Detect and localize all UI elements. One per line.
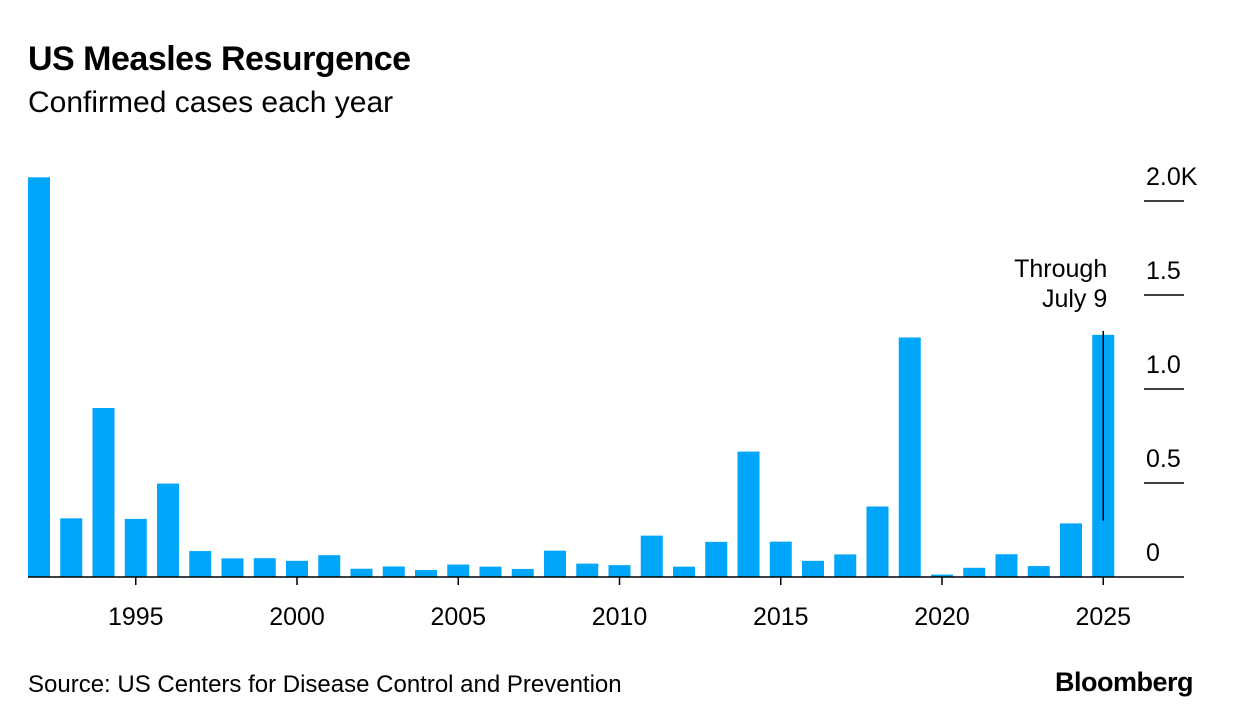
bar-2021 bbox=[963, 567, 986, 577]
x-tick-label: 2020 bbox=[914, 603, 970, 631]
bar-2012 bbox=[673, 566, 695, 577]
bar-2008 bbox=[544, 550, 566, 577]
y-tick-label: 1.5 bbox=[1146, 257, 1181, 285]
x-tick-label: 2010 bbox=[592, 603, 648, 631]
bloomberg-logo: Bloomberg bbox=[1054, 667, 1194, 697]
x-axis: 1995 2000 2005 2010 2015 2020 2025 bbox=[28, 576, 1184, 631]
bar-1994 bbox=[92, 407, 115, 577]
bar-2020 bbox=[931, 574, 953, 577]
bar-2000 bbox=[286, 560, 308, 577]
bar-2019 bbox=[898, 337, 921, 577]
bar-2018 bbox=[866, 506, 889, 577]
y-tick-label: 1.0 bbox=[1146, 351, 1181, 379]
bar-1996 bbox=[157, 483, 179, 577]
annotation-text: Through bbox=[1014, 255, 1107, 283]
y-axis: 0 0.5 1.0 1.5 2.0K bbox=[1144, 163, 1198, 567]
bar-2022 bbox=[995, 554, 1018, 577]
bar-2006 bbox=[479, 566, 502, 577]
bar-2009 bbox=[576, 563, 599, 577]
y-tick-label: 0 bbox=[1146, 539, 1160, 567]
source-note: Source: US Centers for Disease Control a… bbox=[28, 671, 622, 698]
chart-title: US Measles Resurgence bbox=[28, 40, 411, 78]
y-tick-label: 0.5 bbox=[1146, 445, 1181, 473]
bar-2024 bbox=[1060, 523, 1082, 577]
bar-2007 bbox=[511, 568, 534, 577]
bar-2004 bbox=[415, 570, 437, 577]
bar-2002 bbox=[350, 568, 373, 577]
bar-1992 bbox=[28, 177, 50, 577]
bar-2011 bbox=[640, 535, 663, 577]
bar-2016 bbox=[802, 560, 824, 577]
bar-2015 bbox=[769, 541, 792, 577]
x-tick-label: 1995 bbox=[108, 603, 164, 631]
annotation-text: July 9 bbox=[1042, 285, 1107, 313]
y-tick-label: 2.0K bbox=[1146, 163, 1198, 191]
bar-2001 bbox=[318, 555, 341, 577]
bar-2003 bbox=[382, 566, 405, 577]
bar-1997 bbox=[189, 551, 212, 577]
bars-layer bbox=[28, 177, 1115, 577]
bar-1999 bbox=[253, 558, 276, 577]
bar-2017 bbox=[834, 554, 857, 577]
bar-1993 bbox=[60, 518, 83, 577]
x-tick-label: 2015 bbox=[753, 603, 809, 631]
bar-1998 bbox=[221, 558, 244, 577]
x-tick-label: 2005 bbox=[430, 603, 486, 631]
chart-subtitle: Confirmed cases each year bbox=[28, 86, 394, 119]
x-tick-label: 2025 bbox=[1075, 603, 1131, 631]
bar-2013 bbox=[705, 541, 728, 577]
bar-2010 bbox=[608, 565, 631, 577]
bar-2014 bbox=[737, 451, 760, 577]
bar-2023 bbox=[1027, 566, 1050, 577]
bar-2005 bbox=[447, 564, 470, 577]
x-tick-label: 2000 bbox=[269, 603, 325, 631]
bar-1995 bbox=[124, 518, 147, 577]
